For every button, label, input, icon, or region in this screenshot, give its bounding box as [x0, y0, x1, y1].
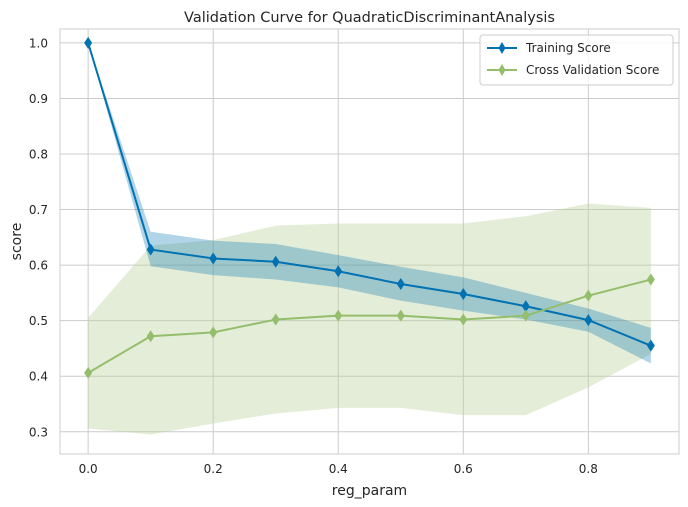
- legend-item-cross-validation-score: Cross Validation Score: [487, 63, 659, 77]
- x-tick-label: 0.6: [454, 462, 473, 476]
- training-score-point: [396, 278, 405, 290]
- cross-validation-score-point: [146, 330, 155, 343]
- y-axis-ticks: 0.3 0.4 0.5 0.6 0.7 0.8 0.9 1.0: [29, 36, 48, 439]
- y-tick-label: 0.5: [29, 314, 48, 328]
- y-tick-label: 0.6: [29, 259, 48, 273]
- y-tick-label: 0.4: [29, 370, 48, 384]
- cross-validation-score-point: [521, 309, 530, 322]
- series-markers: [84, 36, 655, 379]
- legend-item-training-score: Training Score: [487, 41, 611, 55]
- x-tick-label: 0.2: [204, 462, 223, 476]
- y-tick-label: 0.8: [29, 148, 48, 162]
- y-tick-label: 0.9: [29, 92, 48, 106]
- y-axis-label: score: [9, 223, 25, 261]
- y-tick-label: 0.7: [29, 203, 48, 217]
- cross-validation-score-point: [334, 309, 343, 322]
- cross-validation-score-point: [584, 289, 593, 302]
- grid-lines: [60, 29, 679, 454]
- plot-frame: [59, 28, 680, 455]
- cross-validation-score-point: [646, 273, 655, 286]
- legend-label-training-score: Training Score: [525, 41, 611, 55]
- y-tick-label: 0.3: [29, 425, 48, 439]
- training-score-point: [209, 252, 218, 265]
- cross-validation-score-point: [271, 313, 280, 326]
- training-score-line: [87, 42, 652, 347]
- training-score-point: [84, 36, 93, 49]
- chart-title: Validation Curve for QuadraticDiscrimina…: [184, 10, 555, 26]
- cross-validation-score-point: [396, 309, 405, 322]
- training-score-band: [88, 42, 651, 364]
- legend-box: [479, 34, 674, 86]
- x-tick-label: 0.4: [329, 462, 348, 476]
- x-axis-ticks: 0.0 0.2 0.4 0.6 0.8: [79, 462, 598, 476]
- x-tick-label: 0.0: [79, 462, 98, 476]
- training-score-point: [146, 243, 155, 256]
- training-score-point: [584, 314, 593, 327]
- x-tick-label: 0.8: [579, 462, 598, 476]
- y-tick-label: 1.0: [29, 36, 48, 50]
- training-score-point: [271, 255, 280, 268]
- cross-validation-score-point: [209, 326, 218, 339]
- x-axis-label: reg_param: [332, 483, 407, 499]
- legend-swatch-training-marker: [498, 42, 506, 54]
- cross-validation-score-point: [459, 313, 468, 326]
- cross-validation-score-band: [88, 203, 651, 435]
- training-score-point: [521, 300, 530, 313]
- cross-validation-score-line: [87, 278, 652, 374]
- training-score-point: [459, 288, 468, 300]
- training-score-point: [334, 265, 343, 278]
- series-lines: [87, 42, 652, 374]
- legend: Training Score Cross Validation Score: [479, 34, 674, 86]
- plot-background: [60, 29, 679, 454]
- training-score-point: [646, 339, 655, 352]
- legend-label-cross-validation-score: Cross Validation Score: [526, 63, 659, 77]
- confidence-bands: [88, 42, 651, 435]
- cross-validation-score-point: [84, 366, 93, 379]
- legend-swatch-cv-marker: [498, 64, 506, 76]
